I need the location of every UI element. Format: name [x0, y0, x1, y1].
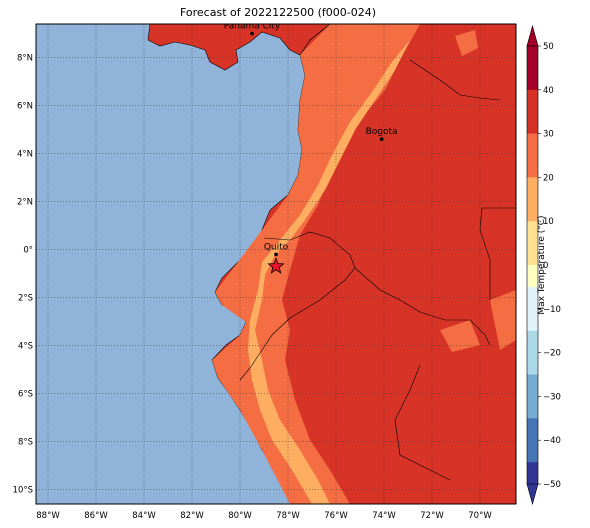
lat-tick-label: 6°N: [17, 102, 33, 112]
star-marker: [267, 257, 285, 274]
city-dot: [274, 252, 278, 257]
colorbar-tick-label: 10: [543, 217, 554, 227]
graticule: [36, 24, 516, 504]
city-label: Panama City: [224, 22, 281, 32]
colorbar-tick-label: −50: [543, 480, 561, 490]
lat-tick-label: 2°S: [18, 294, 33, 304]
lat-tick-label: 6°S: [18, 390, 33, 400]
colorbar-extend-max: [526, 24, 539, 47]
colorbar-tick-label: −40: [543, 436, 561, 446]
temp-patch-east: [440, 30, 516, 352]
colorbar-band: [527, 177, 538, 200]
colorbar-band: [527, 67, 538, 91]
city-dot: [250, 31, 254, 36]
colorbar-tick-label: −30: [543, 392, 561, 402]
lat-tick-labels: 8°N 6°N 4°N 2°N 0° 2°S 4°S 6°S 8°S 10°S: [13, 54, 33, 496]
colorbar-tick-label: 0: [543, 261, 548, 271]
colorbar-band: [527, 374, 538, 397]
lon-tick-label: 88°W: [36, 511, 60, 521]
colorbar-band: [527, 155, 538, 178]
lon-tick-label: 84°W: [132, 511, 156, 521]
lon-tick-label: 80°W: [228, 511, 252, 521]
colorbar-tick-label: 20: [543, 173, 554, 183]
colorbar-band: [527, 221, 538, 244]
colorbar-extend-min: [526, 483, 539, 506]
colorbar-band: [527, 352, 538, 375]
lon-tick-label: 70°W: [468, 511, 492, 521]
city-label: Quito: [264, 242, 289, 252]
colorbar-band: [527, 308, 538, 331]
lon-tick-label: 82°W: [180, 511, 204, 521]
lat-tick-label: 2°N: [17, 198, 33, 208]
lon-tick-label: 72°W: [420, 511, 444, 521]
colorbar-band: [527, 418, 538, 441]
lat-tick-label: 8°N: [17, 54, 33, 64]
country-borders: [239, 59, 516, 481]
lat-tick-label: 4°S: [18, 342, 33, 352]
colorbar-band: [527, 440, 538, 463]
colorbar-band: [527, 265, 538, 288]
colorbar-band: [527, 286, 538, 310]
colorbar-band: [527, 462, 538, 485]
colorbar-band: [527, 330, 538, 353]
colorbar-tick-label: −20: [543, 349, 561, 359]
colorbar-tick-label: 30: [543, 130, 554, 140]
lat-tick-label: 10°S: [13, 486, 33, 496]
lon-tick-label: 76°W: [324, 511, 348, 521]
colorbar-tick-labels: 50 40 30 20 10 0 −10 −20 −30 −40 −50: [538, 42, 561, 490]
lon-tick-label: 74°W: [372, 511, 396, 521]
map-canvas: Panama City Bogota Quito: [36, 22, 516, 504]
colorbar: [526, 24, 539, 506]
lon-tick-label: 86°W: [84, 511, 108, 521]
colorbar-label: Max Temperature (°C): [537, 215, 547, 315]
city-dot: [379, 137, 384, 141]
lon-tick-labels: 88°W 86°W 84°W 82°W 80°W 78°W 76°W 74°W 72°W 70°W: [36, 511, 492, 521]
colorbar-tick-label: 50: [543, 42, 554, 52]
city-label: Bogota: [366, 127, 398, 137]
map-frame: [35, 23, 517, 505]
colorbar-band: [527, 111, 538, 134]
lat-tick-label: 4°N: [17, 150, 33, 160]
colorbar-band: [527, 396, 538, 419]
colorbar-band: [527, 243, 538, 266]
colorbar-tick-label: 40: [543, 86, 554, 96]
colorbar-band: [527, 89, 538, 112]
lon-tick-label: 78°W: [276, 511, 300, 521]
colorbar-band: [527, 133, 538, 156]
location-marker: [267, 257, 285, 274]
map-title: Forecast of 2022122500 (f000-024): [179, 6, 377, 19]
land-central-america: [147, 24, 331, 71]
colorbar-band: [527, 46, 538, 69]
colorbar-band: [527, 199, 538, 222]
colorbar-tick-label: −10: [543, 305, 561, 315]
lat-tick-label: 8°S: [18, 438, 33, 448]
city-layer: Panama City Bogota Quito: [224, 22, 398, 257]
lat-tick-label: 0°: [23, 246, 33, 256]
